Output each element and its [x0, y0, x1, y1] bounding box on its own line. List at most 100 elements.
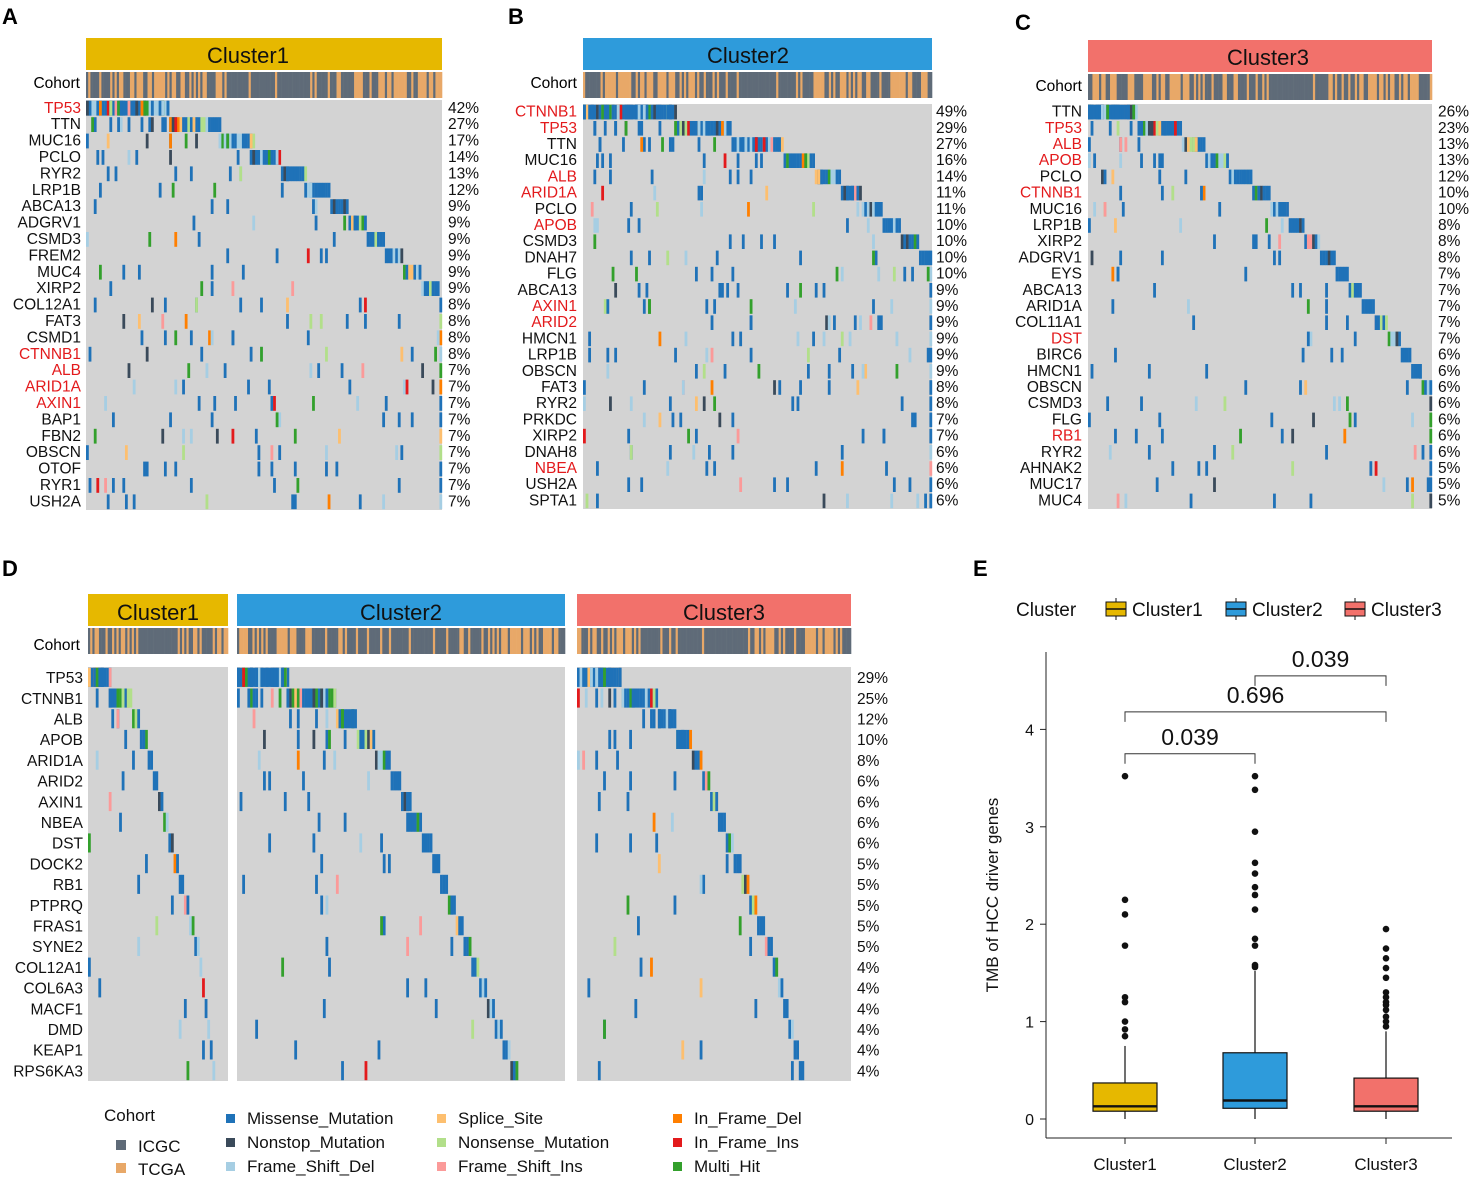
mutation-cell — [603, 299, 607, 314]
cohort-cell — [734, 628, 738, 654]
legend-mutation-label: Splice_Site — [458, 1109, 543, 1128]
mutation-cell — [671, 137, 675, 152]
mutation-cell — [911, 234, 914, 249]
mutation-cell — [289, 709, 292, 729]
cohort-cell — [929, 72, 933, 98]
mutation-cell — [280, 182, 284, 198]
cohort-cell — [903, 72, 906, 98]
mutation-cell — [1304, 234, 1308, 249]
cohort-cell — [479, 628, 482, 654]
frequency-label: 7% — [448, 411, 471, 428]
cohort-cell — [255, 72, 258, 98]
cohort-cell — [791, 628, 795, 654]
cohort-cell — [1295, 74, 1298, 100]
mutation-cell — [681, 121, 685, 136]
mutation-cell — [1106, 396, 1110, 411]
cohort-cell — [894, 72, 898, 98]
mutation-cell — [655, 688, 659, 708]
mutation-cell — [439, 346, 443, 362]
frequency-label: 4% — [857, 1063, 880, 1080]
mutation-cell — [361, 363, 365, 378]
mutation-cell — [439, 363, 443, 378]
cohort-cell — [1121, 74, 1124, 100]
cohort-cell — [1306, 74, 1309, 100]
mutation-cell — [320, 688, 324, 708]
mutation-cell — [236, 150, 240, 165]
cohort-cell — [140, 628, 143, 654]
tmb-boxplot: Cluster Cluster1 Cluster2 Cluster3 TMB of … — [983, 598, 1452, 1174]
mutation-cell — [754, 895, 758, 915]
mutation-cell — [111, 100, 115, 116]
mutation-cell — [242, 667, 246, 687]
mutation-cell — [187, 363, 191, 378]
mutation-cell — [270, 396, 274, 411]
mutation-cell — [621, 688, 625, 708]
cohort-cell — [209, 72, 212, 98]
cohort-cell — [443, 628, 447, 654]
cohort-cell — [1096, 74, 1100, 100]
frequency-label: 7% — [448, 477, 471, 494]
cohort-cell — [514, 628, 517, 654]
cohort-cell — [1273, 74, 1276, 100]
cohort-cell — [498, 628, 502, 654]
cohort-cell — [618, 72, 621, 98]
mutation-cell — [309, 314, 313, 329]
mutation-cell — [689, 121, 693, 136]
mutation-cell — [666, 104, 670, 120]
legend-mutation-types: Missense_MutationNonstop_MutationFrame_S… — [226, 1109, 802, 1176]
cohort-cell — [623, 628, 626, 654]
mutation-cell — [186, 895, 190, 915]
mutation-cell — [655, 104, 659, 120]
mutation-cell — [637, 916, 640, 936]
mutation-cell — [790, 1061, 794, 1081]
mutation-cell — [322, 182, 326, 198]
mutation-cell — [427, 833, 430, 853]
mutation-cell — [929, 493, 933, 509]
mutation-cell — [439, 379, 443, 395]
mutation-cell — [898, 218, 901, 233]
cohort-cell — [516, 628, 520, 654]
mutation-cell — [835, 169, 839, 185]
cohort-cell — [1328, 74, 1331, 100]
cohort-cell — [540, 628, 544, 654]
gene-label: EYS — [1051, 266, 1082, 283]
mutation-cell — [731, 266, 735, 282]
mutation-cell — [270, 461, 274, 477]
mutation-cell — [877, 202, 881, 217]
mutation-cell — [263, 771, 266, 791]
mutation-cell — [291, 166, 295, 182]
cohort-cell — [638, 628, 641, 654]
mutation-cell — [749, 169, 753, 185]
mutation-cell — [145, 854, 148, 874]
panel-letter-e: E — [973, 556, 988, 581]
cohort-cell — [712, 628, 716, 654]
cohort-track — [1088, 74, 1433, 100]
cohort-cell — [721, 628, 725, 654]
mutation-cell — [184, 133, 188, 149]
mutation-cell — [1108, 104, 1112, 120]
mutation-cell — [395, 771, 399, 791]
mutation-cell — [1346, 266, 1349, 282]
mutation-cell — [183, 999, 187, 1019]
mutation-cell — [702, 396, 706, 411]
mutation-cell — [1340, 266, 1344, 282]
mutation-cell — [1429, 461, 1433, 476]
frequency-label: 11% — [936, 185, 966, 202]
cohort-cell — [492, 628, 495, 654]
mutation-cell — [1405, 347, 1409, 363]
mutation-cell — [116, 709, 120, 729]
mutation-cell — [859, 315, 862, 330]
mutation-cell — [148, 100, 152, 116]
gene-label: TTN — [1052, 104, 1082, 121]
mutation-cell — [747, 137, 750, 152]
mutation-cell — [1317, 234, 1321, 249]
cohort-cell — [239, 72, 243, 98]
gene-label: USH2A — [29, 493, 81, 510]
cohort-cell — [332, 72, 335, 98]
mutation-cell — [86, 100, 89, 116]
frequency-label: 4% — [857, 1022, 880, 1039]
mutation-cell — [213, 396, 217, 411]
cohort-cell — [323, 72, 326, 98]
mutation-cell — [286, 166, 289, 182]
mutation-cell — [1114, 104, 1117, 120]
